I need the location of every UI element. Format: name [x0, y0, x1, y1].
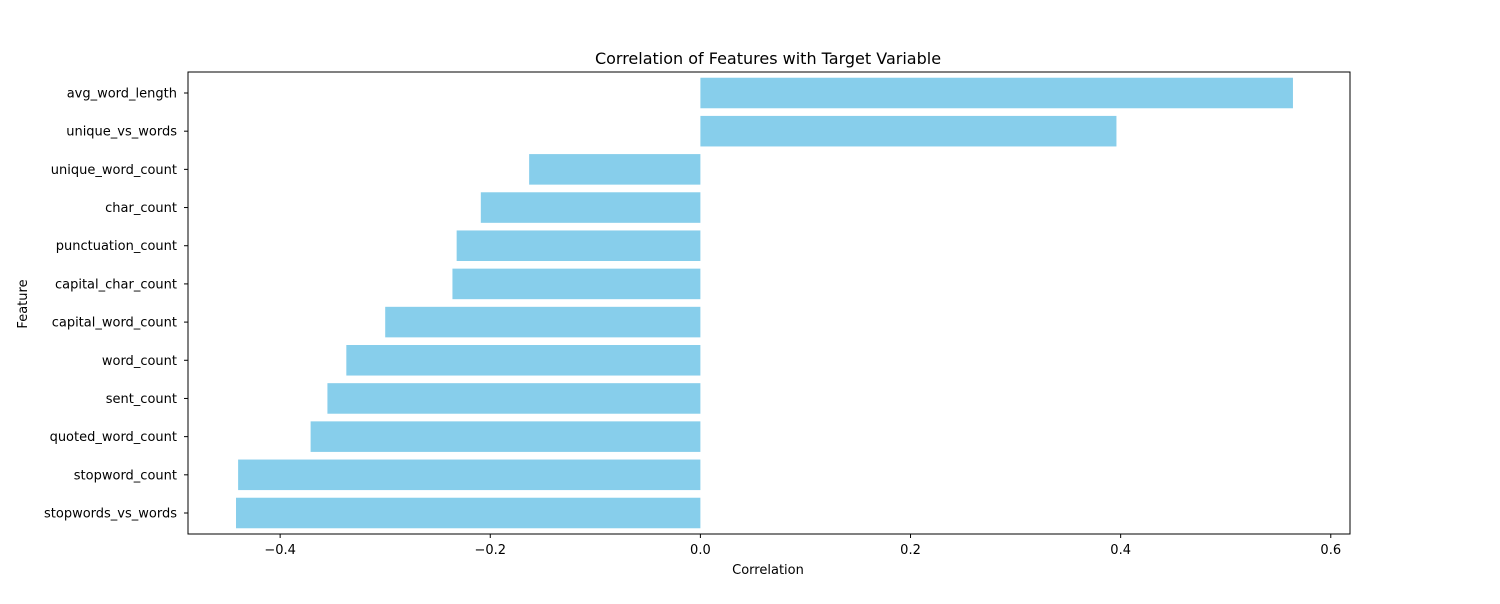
axes-layer: avg_word_length unique_vs_words unique_wor…: [44, 71, 1351, 558]
y-tick-label: unique_vs_words: [66, 125, 177, 140]
y-tick-label: avg_word_length: [67, 87, 177, 102]
y-tick-label: capital_word_count: [52, 316, 177, 331]
y-tick-label: capital_char_count: [55, 277, 177, 292]
bar-stopword-count: [238, 459, 701, 491]
x-axis-label: Correlation: [732, 563, 804, 578]
bar-char-count: [480, 192, 701, 223]
bar-sent-count: [327, 383, 701, 414]
y-tick-label: stopword_count: [74, 468, 177, 483]
bar-capital-char-count: [452, 268, 701, 300]
x-tick-label: 0.2: [900, 543, 921, 558]
bar-avg-word-length: [700, 77, 1293, 109]
y-tick-label: sent_count: [106, 392, 177, 407]
y-tick-label: stopwords_vs_words: [44, 507, 177, 522]
plot-frame: [187, 71, 1351, 535]
chart-title: Correlation of Features with Target Vari…: [595, 49, 941, 68]
x-tick-label: 0.0: [690, 543, 711, 558]
bar-unique-vs-words: [700, 115, 1117, 147]
bar-unique-word-count: [529, 154, 701, 185]
y-tick-label: unique_word_count: [51, 163, 177, 178]
bar-quoted-word-count: [310, 421, 701, 452]
x-tick-label: 0.6: [1320, 543, 1341, 558]
bars-layer: [236, 77, 1293, 529]
y-tick-label: quoted_word_count: [50, 430, 177, 445]
x-tick-label: 0.4: [1110, 543, 1131, 558]
x-tick-label: −0.2: [474, 543, 506, 558]
y-tick-label: punctuation_count: [56, 239, 177, 254]
bar-stopwords-vs-words: [236, 497, 701, 529]
y-tick-label: char_count: [105, 201, 177, 216]
y-tick-label: word_count: [102, 354, 177, 369]
x-tick-label: −0.4: [264, 543, 296, 558]
y-axis-label: Feature: [16, 279, 31, 328]
bar-word-count: [346, 345, 701, 376]
bar-capital-word-count: [385, 306, 701, 338]
bar-punctuation-count: [456, 230, 701, 261]
